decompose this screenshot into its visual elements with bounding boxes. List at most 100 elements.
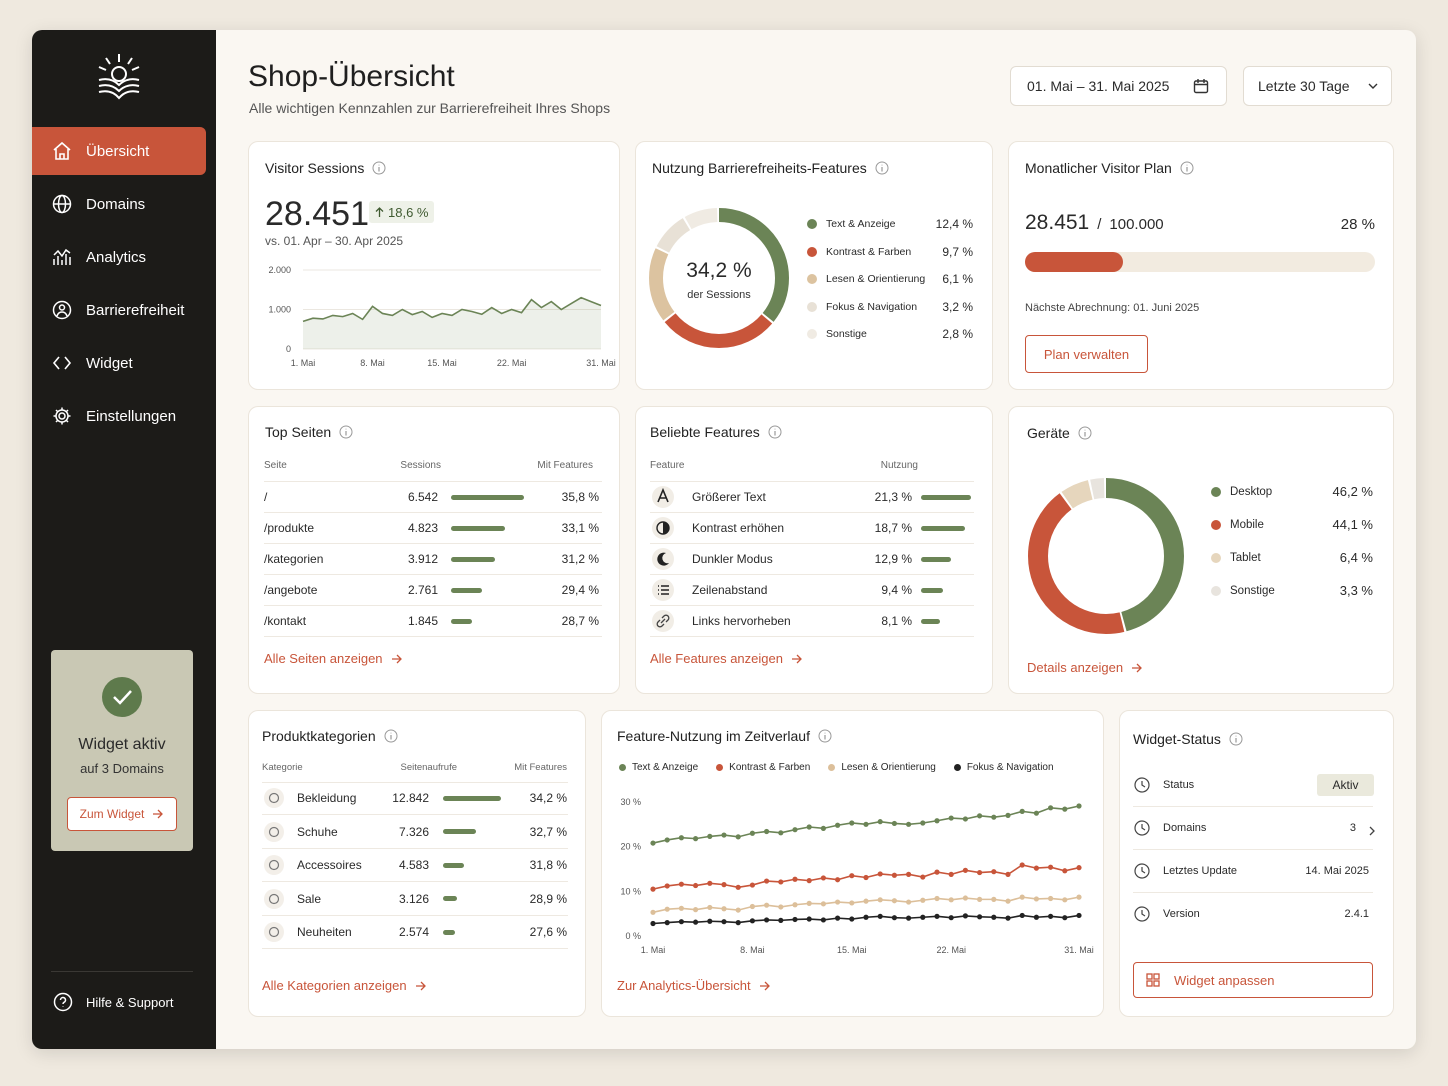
marker bbox=[664, 906, 670, 912]
column-header: Feature bbox=[650, 460, 685, 471]
comparison: vs. 01. Apr – 30. Apr 2025 bbox=[265, 234, 404, 248]
progress-track bbox=[1025, 252, 1375, 272]
row-divider bbox=[1133, 849, 1373, 850]
legend-value: 44,1 % bbox=[1332, 517, 1373, 532]
page-views: 3.126 bbox=[398, 891, 429, 906]
card-title: Beliebte Features bbox=[650, 424, 782, 440]
title: Visitor Sessions bbox=[265, 160, 365, 176]
x-tick-label: 31. Mai bbox=[586, 358, 616, 368]
y-tick-label: 0 bbox=[286, 344, 291, 354]
link[interactable]: Alle Features anzeigen bbox=[650, 651, 803, 666]
legend-value: 9,7 % bbox=[942, 244, 973, 259]
legend-label: Lesen & Orientierung bbox=[841, 762, 936, 773]
row-divider bbox=[264, 543, 602, 544]
legend-swatch bbox=[807, 219, 817, 229]
category-name: Sale bbox=[297, 891, 322, 906]
marker bbox=[778, 917, 784, 923]
marker bbox=[891, 898, 897, 904]
status-value: 14. Mai 2025 bbox=[1305, 865, 1369, 877]
nav-item[interactable]: Übersicht bbox=[32, 127, 206, 175]
bar bbox=[443, 896, 458, 901]
link[interactable]: Zur Analytics-Übersicht bbox=[617, 978, 771, 993]
bar bbox=[921, 618, 940, 624]
widget-customize-button[interactable]: Widget anpassen bbox=[1133, 962, 1373, 998]
feature-share: 31,8 % bbox=[529, 858, 567, 872]
link[interactable]: Alle Kategorien anzeigen bbox=[262, 978, 427, 993]
card-visitor-plan: Monatlicher Visitor Plan 28.451 / 100.00… bbox=[1008, 141, 1394, 390]
link-label: Alle Seiten anzeigen bbox=[264, 651, 383, 666]
marker bbox=[934, 818, 940, 824]
feature-name: Zeilenabstand bbox=[692, 583, 768, 597]
icon-accessibility bbox=[52, 300, 72, 320]
arrow-up bbox=[375, 206, 384, 217]
status-label: Letztes Update bbox=[1163, 865, 1237, 877]
x-tick-label: 1. Mai bbox=[641, 945, 666, 955]
legend-swatch bbox=[1211, 586, 1221, 596]
marker bbox=[849, 873, 855, 879]
legend-item: Text & Anzeige bbox=[619, 762, 698, 773]
nav-item[interactable]: Einstellungen bbox=[32, 392, 206, 440]
bar bbox=[443, 862, 464, 868]
link[interactable]: Alle Seiten anzeigen bbox=[264, 651, 403, 666]
arrow bbox=[759, 981, 770, 990]
legend-label: Lesen & Orientierung bbox=[826, 273, 926, 285]
marker bbox=[650, 909, 656, 915]
nav-label: Barrierefreiheit bbox=[86, 301, 185, 319]
link[interactable]: Details anzeigen bbox=[1027, 660, 1143, 675]
legend-label: Fokus & Navigation bbox=[826, 300, 918, 313]
usage: 12,9 % bbox=[874, 552, 912, 566]
legend-label: Text & Anzeige bbox=[632, 762, 699, 773]
nav-item[interactable]: Analytics bbox=[32, 233, 206, 281]
status-icon bbox=[1134, 820, 1150, 836]
date-picker[interactable]: 01. Mai – 31. Mai 2025 bbox=[1010, 66, 1227, 106]
marker bbox=[920, 820, 926, 826]
marker bbox=[1019, 862, 1025, 868]
marker bbox=[1062, 897, 1068, 903]
widget-button[interactable]: Zum Widget bbox=[67, 797, 177, 831]
usage: 9,4 % bbox=[881, 583, 912, 597]
row-divider bbox=[1133, 806, 1373, 807]
sidebar bbox=[32, 30, 216, 1049]
period-select[interactable]: Letzte 30 Tage bbox=[1243, 66, 1392, 106]
legend-label: Kontrast & Farben bbox=[729, 762, 811, 773]
check-icon bbox=[102, 677, 142, 717]
marker bbox=[863, 874, 869, 881]
title: Monatlicher Visitor Plan bbox=[1025, 160, 1172, 176]
page-path: /produkte bbox=[264, 521, 315, 535]
donut-segment bbox=[649, 208, 789, 348]
card-title: Geräte bbox=[1027, 425, 1092, 441]
nav-item[interactable]: Widget bbox=[32, 339, 206, 387]
line bbox=[302, 296, 602, 323]
help-link[interactable]: Hilfe & Support bbox=[53, 992, 173, 1012]
logo[interactable] bbox=[94, 50, 144, 102]
marker bbox=[906, 899, 912, 905]
bar bbox=[443, 829, 477, 834]
legend-value: 2,8 % bbox=[942, 327, 973, 341]
title: Widget-Status bbox=[1133, 731, 1221, 747]
icon bbox=[264, 888, 284, 909]
nav-item[interactable]: Domains bbox=[32, 180, 206, 228]
sessions: 6.542 bbox=[407, 490, 438, 504]
marker bbox=[764, 902, 770, 908]
plan-button[interactable]: Plan verwalten bbox=[1025, 335, 1148, 373]
nav-item[interactable]: Barrierefreiheit bbox=[32, 286, 206, 334]
widget-card-title: Widget aktiv bbox=[78, 736, 166, 753]
category-icon bbox=[264, 922, 284, 942]
progress-bar bbox=[1025, 252, 1123, 272]
x-tick-label: 22. Mai bbox=[936, 945, 966, 955]
button-label: Zum Widget bbox=[79, 807, 145, 821]
donut-segment bbox=[649, 208, 789, 348]
chevron bbox=[1368, 83, 1378, 89]
marker bbox=[849, 916, 855, 922]
card-trend: Feature-Nutzung im Zeitverlauf Text & An… bbox=[601, 710, 1104, 1017]
legend-swatch bbox=[807, 329, 817, 339]
row-divider bbox=[262, 914, 568, 916]
page-path: /kategorien bbox=[264, 552, 324, 566]
donut-center-label: der Sessions bbox=[687, 289, 751, 301]
status-icon bbox=[1134, 906, 1150, 922]
card-title: Feature-Nutzung im Zeitverlauf bbox=[617, 728, 832, 744]
marker bbox=[664, 837, 670, 843]
info-icon bbox=[1229, 732, 1243, 746]
row-divider bbox=[650, 543, 974, 544]
